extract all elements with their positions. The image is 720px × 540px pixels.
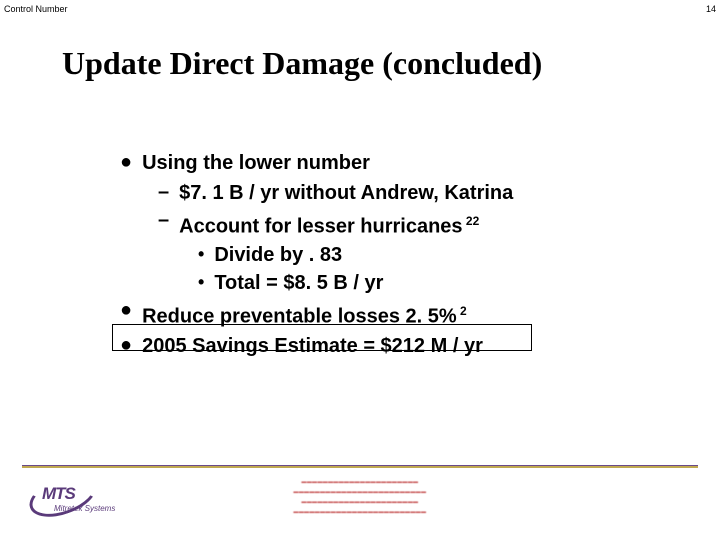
bullet-level-1: ● Reduce preventable losses 2. 5% 2 — [120, 298, 660, 330]
bullet-text: Total = $8. 5 B / yr — [214, 270, 383, 296]
mts-logo: MTS Mitretek Systems — [28, 478, 148, 520]
bullet-marker-icon: ● — [120, 298, 132, 322]
bullet-text: $7. 1 B / yr without Andrew, Katrina — [179, 180, 513, 206]
footer-divider — [22, 465, 698, 468]
redacted-line: ━━━━━━━━━━━━━━━━━━━━━━━━━ — [235, 508, 485, 518]
bullet-level-2: –$7. 1 B / yr without Andrew, Katrina — [158, 180, 660, 206]
logo-text: MTS — [42, 484, 75, 504]
bullet-level-1: ● 2005 Savings Estimate = $212 M / yr — [120, 333, 660, 359]
bullet-text: 2005 Savings Estimate = $212 M / yr — [142, 333, 483, 359]
page-number: 14 — [706, 4, 716, 14]
bullet-level-1: ● Using the lower number — [120, 150, 660, 176]
bullet-text: Account for lesser hurricanes 22 — [179, 208, 479, 240]
redacted-line: ━━━━━━━━━━━━━━━━━━━━━━ — [235, 478, 485, 488]
bullet-marker-icon: • — [198, 242, 204, 266]
bullet-marker-icon: – — [158, 180, 169, 204]
bullet-marker-icon: ● — [120, 333, 132, 357]
superscript-ref: 22 — [463, 214, 480, 228]
bullet-content: ● Using the lower number –$7. 1 B / yr wit… — [120, 150, 660, 363]
bullet-level-2: –Account for lesser hurricanes 22 — [158, 208, 660, 240]
bullet-marker-icon: • — [198, 270, 204, 294]
bullet-marker-icon: – — [158, 208, 169, 232]
bullet-level-3: • Total = $8. 5 B / yr — [198, 270, 660, 296]
footer-redacted-box: ━━━━━━━━━━━━━━━━━━━━━━ ━━━━━━━━━━━━━━━━━… — [235, 478, 485, 518]
bullet-text: Divide by . 83 — [214, 242, 342, 268]
superscript-ref: 2 — [457, 304, 467, 318]
bullet-level-3: • Divide by . 83 — [198, 242, 660, 268]
slide-title: Update Direct Damage (concluded) — [62, 45, 542, 82]
redacted-line: ━━━━━━━━━━━━━━━━━━━━━━━━━ — [235, 488, 485, 498]
bullet-marker-icon: ● — [120, 150, 132, 174]
logo-subtext: Mitretek Systems — [54, 504, 115, 513]
redacted-line: ━━━━━━━━━━━━━━━━━━━━━━ — [235, 498, 485, 508]
bullet-text: Using the lower number — [142, 150, 370, 176]
control-number-label: Control Number — [4, 4, 68, 14]
bullet-text: Reduce preventable losses 2. 5% 2 — [142, 298, 467, 330]
